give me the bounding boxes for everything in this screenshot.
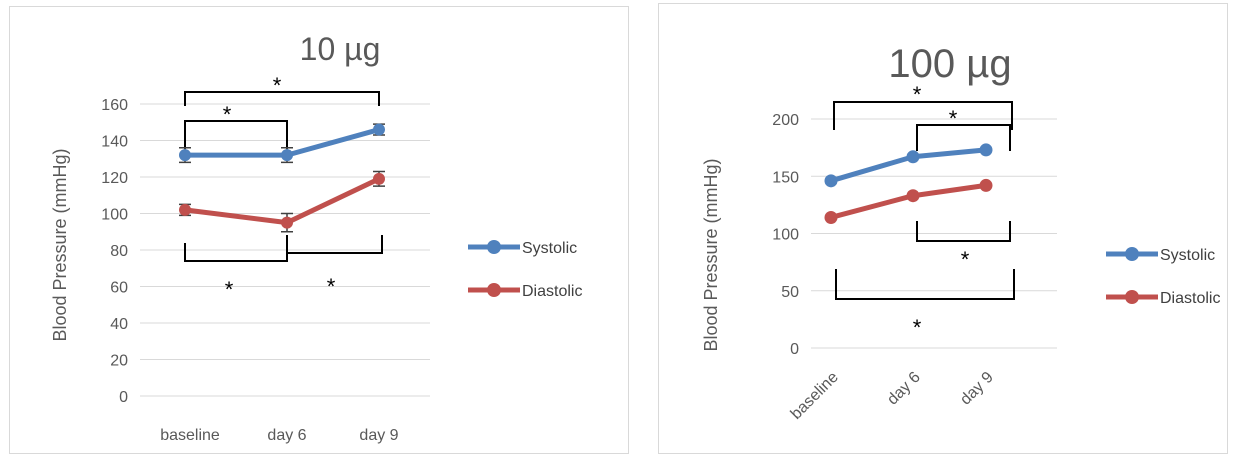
significance-marker: * (913, 82, 922, 107)
significance-marker: * (273, 73, 282, 98)
y-tick-label: 20 (110, 353, 128, 370)
significance-bracket (833, 101, 1013, 130)
data-point (373, 172, 385, 185)
y-tick-label: 200 (772, 112, 799, 129)
y-axis-label: Blood Pressure (mmHg) (701, 158, 721, 351)
significance-bracket (835, 269, 1015, 300)
significance-bracket (916, 124, 1011, 151)
y-tick-labels: 0 20 40 60 80 100 120 140 160 (101, 97, 128, 406)
chart-10ug: 0 20 40 60 80 100 120 140 160 baseline day 6 day 9… (50, 31, 582, 444)
legend-marker (1125, 247, 1139, 261)
y-tick-label: 60 (110, 280, 128, 297)
significance-marker: * (949, 106, 958, 131)
significance-brackets: * * * * (833, 82, 1015, 340)
chart-100ug: 0 50 100 150 200 baseline day 6 day 9 * * * * 100… (701, 42, 1220, 423)
x-tick-label: baseline (160, 427, 220, 444)
legend-label-diastolic: Diastolic (1160, 290, 1220, 307)
y-tick-label: 80 (110, 243, 128, 260)
y-tick-label: 120 (101, 170, 128, 187)
series-lines (179, 123, 385, 233)
x-tick-label: day 9 (359, 427, 398, 444)
legend-label-systolic: Systolic (522, 240, 577, 257)
data-point (179, 149, 191, 162)
legend-label-diastolic: Diastolic (522, 283, 582, 300)
x-tick-label: day 9 (957, 369, 997, 409)
y-tick-label: 100 (101, 207, 128, 224)
significance-bracket (184, 120, 288, 149)
significance-marker: * (327, 274, 336, 299)
y-tick-label: 40 (110, 316, 128, 333)
significance-bracket (184, 243, 288, 262)
data-point (179, 203, 191, 216)
legend-label-systolic: Systolic (1160, 247, 1215, 264)
x-tick-label: baseline (788, 369, 842, 423)
data-point (281, 149, 293, 162)
significance-brackets: * * * * (184, 73, 383, 302)
significance-marker: * (913, 315, 922, 340)
y-axis-label: Blood Pressure (mmHg) (50, 148, 70, 341)
x-tick-label: day 6 (884, 369, 924, 409)
y-tick-label: 150 (772, 169, 799, 186)
series-lines (824, 143, 993, 224)
significance-marker: * (225, 277, 234, 302)
significance-marker: * (961, 247, 970, 272)
grid-lines (811, 118, 1057, 349)
data-point (979, 143, 993, 157)
legend-marker (487, 283, 501, 297)
x-tick-label: day 6 (267, 427, 306, 444)
significance-bracket (184, 91, 380, 106)
data-point (979, 178, 993, 192)
x-tick-labels: baseline day 6 day 9 (160, 427, 398, 444)
y-tick-labels: 0 50 100 150 200 (772, 112, 799, 358)
legend-marker (487, 240, 501, 254)
chart-panel-10ug: 0 20 40 60 80 100 120 140 160 baseline day 6 day 9… (9, 6, 629, 454)
series-line-systolic (182, 127, 382, 158)
chart-title: 100 µg (888, 42, 1011, 86)
y-tick-label: 0 (119, 389, 128, 406)
series-line-diastolic (828, 182, 989, 220)
data-point (281, 216, 293, 229)
y-tick-label: 140 (101, 134, 128, 151)
legend-marker (1125, 290, 1139, 304)
legend: Systolic Diastolic (1106, 247, 1220, 307)
significance-bracket (286, 235, 383, 254)
chart-title: 10 µg (300, 31, 381, 67)
legend: Systolic Diastolic (468, 240, 582, 300)
series-line-diastolic (182, 176, 382, 226)
significance-bracket (916, 221, 1011, 242)
data-point (906, 189, 920, 203)
significance-marker: * (223, 102, 232, 127)
data-point (373, 123, 385, 136)
y-tick-label: 50 (781, 284, 799, 301)
y-tick-label: 0 (790, 341, 799, 358)
data-point (824, 174, 838, 188)
data-point (824, 210, 838, 224)
y-tick-label: 100 (772, 227, 799, 244)
x-tick-labels: baseline day 6 day 9 (788, 369, 997, 423)
chart-panel-100ug: 0 50 100 150 200 baseline day 6 day 9 * * * * 100… (658, 3, 1228, 454)
data-point (906, 150, 920, 164)
y-tick-label: 160 (101, 97, 128, 114)
